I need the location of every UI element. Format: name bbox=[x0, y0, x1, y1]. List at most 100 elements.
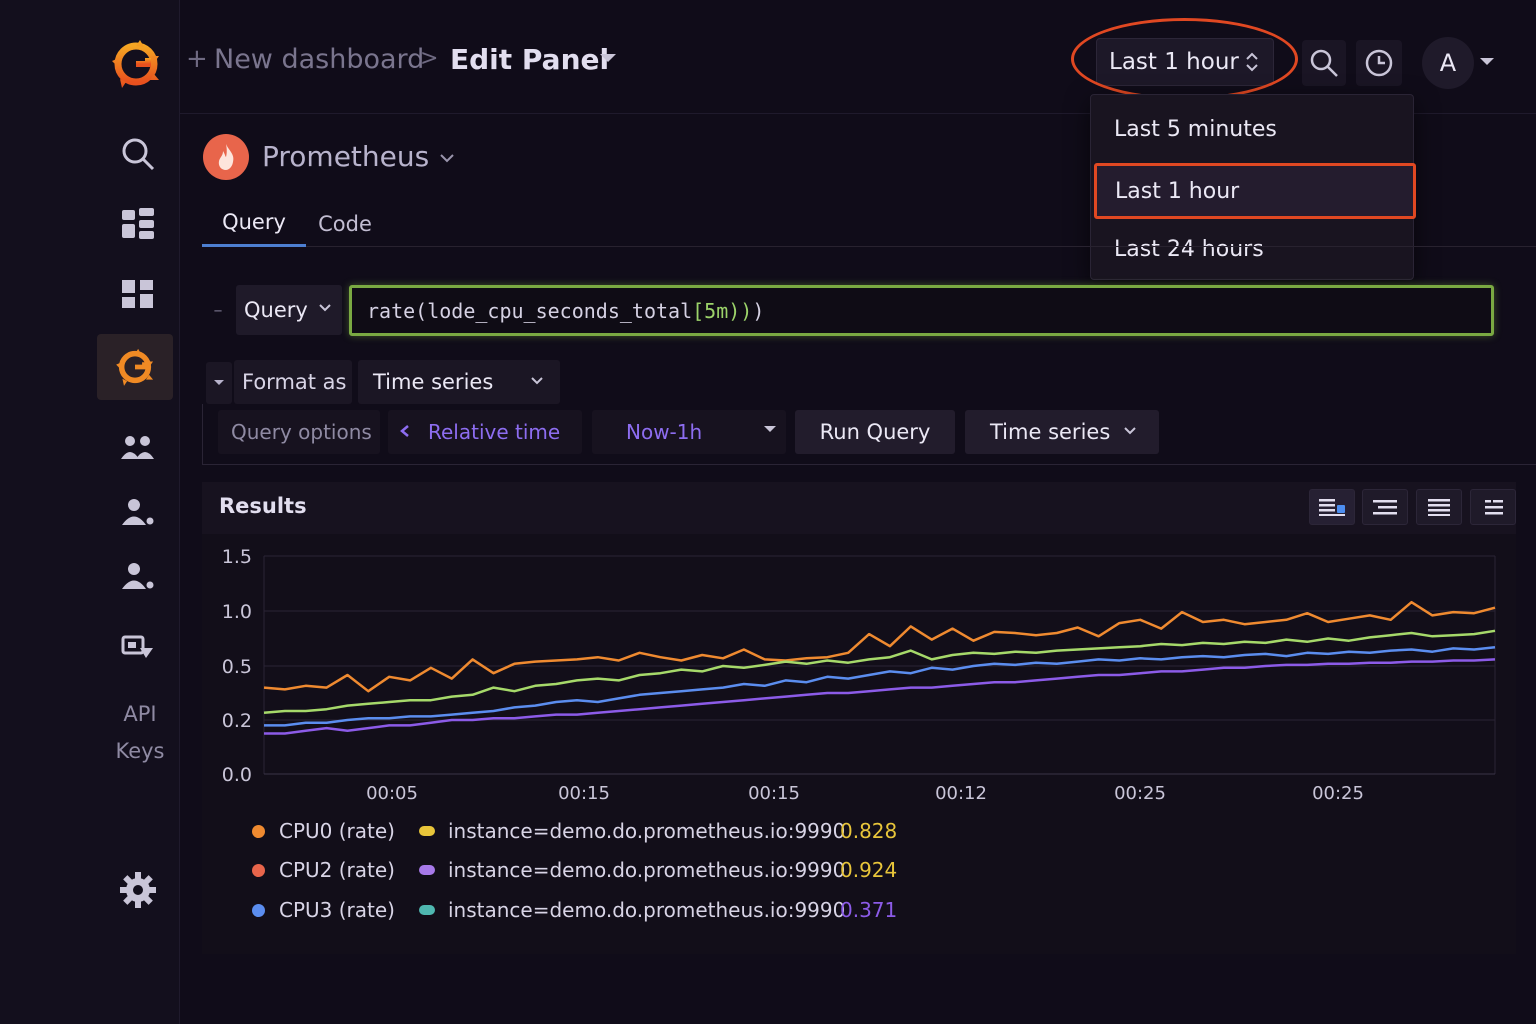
query-editor[interactable]: rate(lode_cpu_seconds_total [5m))) bbox=[349, 285, 1494, 336]
grafana-icon[interactable] bbox=[97, 334, 173, 400]
x-tick-label: 00:25 bbox=[1312, 783, 1364, 804]
time-range-picker[interactable]: Last 1 hour bbox=[1096, 38, 1274, 86]
legend-series-name: CPU2 (rate) bbox=[279, 858, 395, 882]
datasource-name[interactable]: Prometheus bbox=[262, 140, 430, 173]
search-button[interactable] bbox=[1302, 40, 1346, 86]
legend-row[interactable]: CPU3 (rate) instance=demo.do.prometheus.… bbox=[252, 895, 897, 925]
breadcrumb-plus: + bbox=[186, 44, 208, 74]
tab-query[interactable]: Query bbox=[202, 200, 306, 247]
y-tick-label: 1.5 bbox=[222, 546, 252, 568]
legend-row[interactable]: CPU0 (rate) instance=demo.do.prometheus.… bbox=[252, 816, 897, 846]
avatar[interactable]: A bbox=[1422, 37, 1474, 89]
query-expr-fn: rate(lode_cpu_seconds_total bbox=[367, 298, 693, 323]
avatar-caret-icon[interactable] bbox=[1480, 58, 1494, 65]
view-compact-button[interactable] bbox=[1470, 489, 1516, 525]
legend-pill bbox=[419, 826, 435, 836]
relative-time-select[interactable]: Now-1h bbox=[592, 410, 786, 454]
relative-time-label: Relative time bbox=[428, 420, 561, 444]
legend-pill bbox=[419, 905, 435, 915]
tabs-divider bbox=[202, 246, 1536, 247]
query-options-label[interactable]: Query options bbox=[218, 410, 380, 454]
service-accounts-icon[interactable] bbox=[100, 546, 176, 606]
chevron-down-icon bbox=[1123, 424, 1137, 440]
table-view-icon bbox=[1319, 499, 1345, 516]
relative-time-control[interactable]: Relative time bbox=[388, 410, 582, 454]
query-type-select[interactable]: Query bbox=[236, 285, 342, 335]
top-bar bbox=[180, 0, 1536, 114]
chart-panel bbox=[202, 534, 1516, 954]
y-tick-label: 0.0 bbox=[222, 764, 252, 786]
relative-time-value: Now-1h bbox=[626, 420, 703, 444]
api-keys-label-line1: API bbox=[123, 702, 157, 726]
tab-code[interactable]: Code bbox=[318, 211, 372, 236]
reports-icon[interactable] bbox=[100, 618, 176, 678]
visualization-select[interactable]: Time series bbox=[965, 410, 1159, 454]
chevron-down-icon bbox=[530, 374, 544, 390]
menu-item-last-5-minutes[interactable]: Last 5 minutes bbox=[1114, 116, 1277, 142]
legend-instance: instance=demo.do.prometheus.io:9990 bbox=[448, 898, 846, 922]
settings-gear-icon[interactable] bbox=[100, 860, 176, 920]
teams-icon[interactable] bbox=[100, 418, 176, 478]
caret-down-icon bbox=[764, 426, 776, 432]
legend-dot bbox=[252, 903, 265, 917]
x-tick-label: 00:12 bbox=[935, 783, 987, 804]
series-line-1 bbox=[263, 629, 1496, 715]
series-line-0 bbox=[263, 600, 1496, 693]
time-range-menu: Last 5 minutes Last 1 hour Last 24 hours bbox=[1090, 94, 1416, 280]
api-keys-label-line2: Keys bbox=[115, 739, 165, 763]
legend-dot bbox=[252, 863, 265, 877]
menu-item-last-1-hour[interactable]: Last 1 hour bbox=[1094, 163, 1416, 219]
format-select[interactable]: Time series bbox=[358, 360, 560, 404]
legend-value: 0.371 bbox=[840, 898, 898, 922]
x-tick-label: 00:05 bbox=[366, 783, 418, 804]
legend-pill bbox=[419, 865, 435, 875]
apps-icon[interactable] bbox=[100, 264, 176, 324]
menu-item-last-24-hours[interactable]: Last 24 hours bbox=[1114, 236, 1264, 262]
query-options-box bbox=[202, 404, 1536, 465]
title-caret-icon[interactable] bbox=[600, 54, 616, 62]
legend-row[interactable]: CPU2 (rate) instance=demo.do.prometheus.… bbox=[252, 855, 897, 885]
results-header bbox=[202, 482, 1516, 534]
time-series-chart: 1.5 1.0 0.5 0.2 0.0 00:05 00:15 00:15 00:12 00:25… bbox=[222, 546, 1496, 804]
series-line-2 bbox=[264, 646, 1496, 727]
x-tick-label: 00:15 bbox=[558, 783, 610, 804]
grafana-logo-icon[interactable] bbox=[108, 36, 164, 92]
api-keys-link[interactable]: API Keys bbox=[104, 696, 176, 770]
legend-instance: instance=demo.do.prometheus.io:9990 bbox=[448, 819, 846, 843]
format-value: Time series bbox=[373, 370, 494, 394]
search-icon bbox=[1310, 49, 1338, 77]
list-view-icon bbox=[1428, 499, 1450, 516]
breadcrumb-new-dashboard[interactable]: New dashboard bbox=[214, 44, 425, 75]
y-tick-label: 1.0 bbox=[222, 601, 252, 623]
lines-view-icon bbox=[1373, 500, 1397, 515]
format-as-label: Format as bbox=[234, 360, 352, 404]
view-list-button[interactable] bbox=[1416, 489, 1462, 525]
visualization-value: Time series bbox=[990, 420, 1111, 444]
users-icon[interactable] bbox=[100, 482, 176, 542]
series-line-3 bbox=[264, 658, 1496, 735]
time-range-label: Last 1 hour bbox=[1109, 49, 1239, 75]
chevron-left-icon bbox=[398, 422, 412, 443]
legend-value: 0.828 bbox=[840, 819, 898, 843]
run-query-button[interactable]: Run Query bbox=[795, 410, 955, 454]
results-title: Results bbox=[219, 494, 307, 518]
clock-icon bbox=[1365, 49, 1393, 77]
format-collapse-toggle[interactable] bbox=[206, 362, 232, 404]
breadcrumb-separator: > bbox=[420, 46, 439, 71]
query-type-label: Query bbox=[244, 298, 308, 322]
query-collapse-toggle[interactable]: – bbox=[213, 299, 223, 321]
x-tick-label: 00:25 bbox=[1114, 783, 1166, 804]
legend-series-name: CPU3 (rate) bbox=[279, 898, 395, 922]
x-tick-label: 00:15 bbox=[748, 783, 800, 804]
y-tick-label: 0.2 bbox=[222, 710, 252, 732]
datasource-chevron-down-icon[interactable] bbox=[438, 148, 456, 169]
search-icon[interactable] bbox=[100, 124, 176, 184]
view-graph-table-button[interactable] bbox=[1309, 489, 1355, 525]
prometheus-flame-icon bbox=[203, 134, 249, 180]
view-lines-button[interactable] bbox=[1362, 489, 1408, 525]
legend-value: 0.924 bbox=[840, 858, 898, 882]
history-button[interactable] bbox=[1356, 40, 1402, 86]
dashboards-icon[interactable] bbox=[100, 194, 176, 254]
page-title: Edit Panel bbox=[450, 43, 610, 76]
legend-instance: instance=demo.do.prometheus.io:9990 bbox=[448, 858, 846, 882]
